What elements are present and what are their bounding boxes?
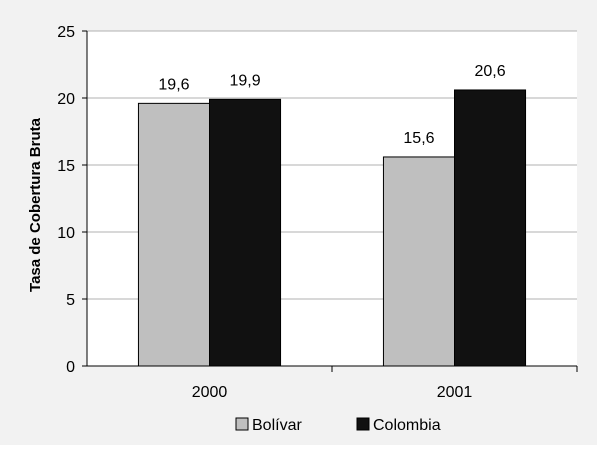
bar [209,98,282,367]
data-label: 19,9 [229,72,260,89]
data-label: 15,6 [403,130,434,147]
bar [137,102,210,367]
x-tick-labels: 2000 2001 [192,384,473,401]
y-tick-label: 10 [57,225,75,242]
y-tick-label: 0 [66,359,75,376]
data-label: 20,6 [474,63,505,80]
y-tick-labels: 0 5 10 15 20 25 [57,24,75,376]
data-label: 19,6 [158,76,189,93]
bars [137,89,527,367]
axes [82,30,578,372]
legend-swatch [356,417,370,431]
y-axis-title: Tasa de Cobertura Bruta [27,117,44,292]
legend-label: Colombia [373,417,441,434]
y-tick-label: 15 [57,158,75,175]
y-tick-label: 5 [66,292,75,309]
legend-label: Bolívar [252,417,302,434]
x-tick-label: 2001 [437,384,473,401]
bar [454,89,527,367]
y-tick-label: 20 [57,91,75,108]
legend-swatch [235,417,249,431]
y-tick-label: 25 [57,24,75,41]
bar [382,156,456,367]
data-labels: 19,6 19,9 15,6 20,6 [158,63,505,147]
legend: Bolívar Colombia [235,417,441,434]
x-tick-label: 2000 [192,384,228,401]
